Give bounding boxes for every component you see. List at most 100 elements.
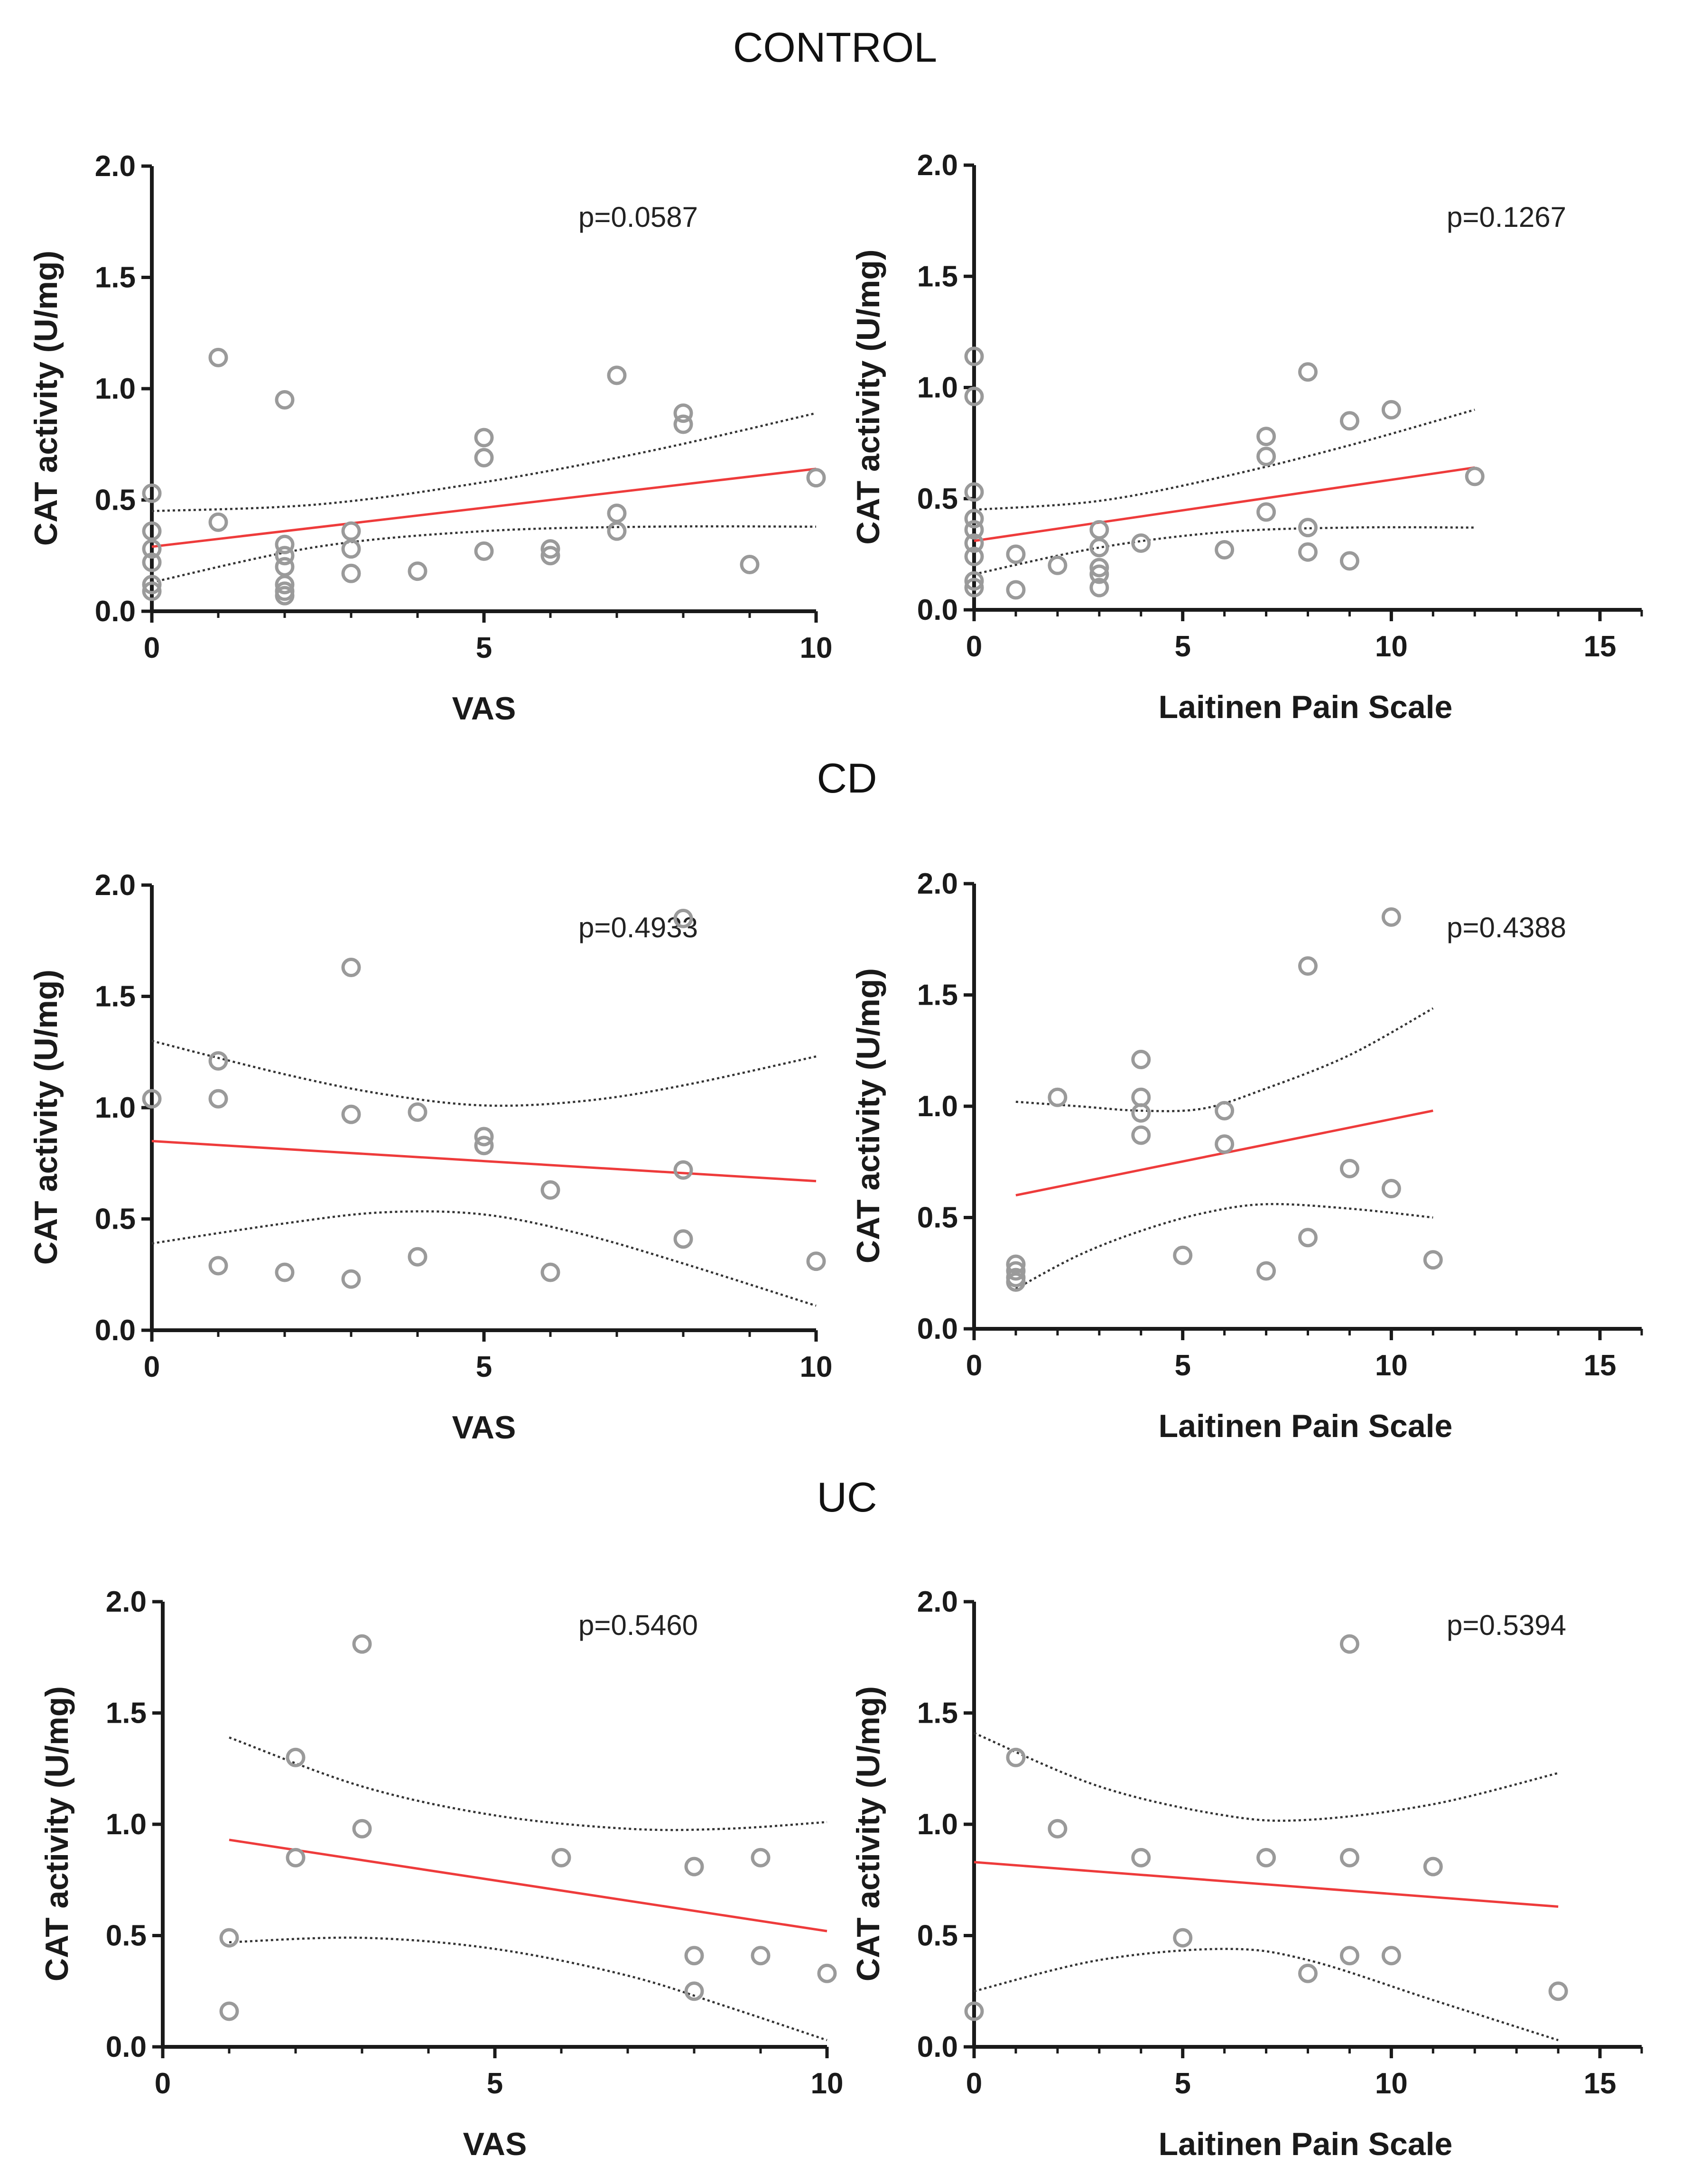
cd-vas-p-value: p=0.4933 — [578, 912, 698, 943]
uc-laitinen-data-point — [1256, 1848, 1276, 1867]
uc-vas-x-tick-label: 10 — [811, 2067, 844, 2100]
uc-laitinen-y-tick-label: 0.5 — [917, 1920, 958, 1952]
cd-laitinen-x-tick-label: 0 — [966, 1349, 982, 1382]
cd-vas-data-point — [474, 1136, 494, 1156]
cd-vas-x-tick-label: 10 — [800, 1351, 833, 1383]
control-vas-ci-lower — [151, 525, 817, 584]
control-vas-data-point — [474, 428, 494, 448]
cd-laitinen-data-point — [1215, 1134, 1235, 1154]
uc-laitinen-data-point — [1423, 1857, 1443, 1876]
control-vas-data-point — [142, 581, 162, 601]
cd-vas-data-point — [341, 958, 361, 978]
cd-vas-data-point — [341, 1269, 361, 1289]
control-vas-data-point — [208, 347, 228, 367]
control-vas-data-point — [607, 365, 627, 385]
uc-vas-data-point — [352, 1634, 372, 1654]
control-vas-data-point — [142, 539, 162, 559]
control-laitinen-data-point — [1006, 580, 1026, 600]
control-laitinen-data-point — [964, 482, 984, 502]
control-laitinen-y-tick-label: 0.5 — [917, 483, 958, 515]
cd-vas-data-point — [540, 1180, 560, 1200]
cd-vas-data-point — [142, 1089, 162, 1109]
control-vas-data-point — [208, 512, 228, 532]
cd-laitinen-data-point — [1215, 1101, 1235, 1120]
control-vas-data-point — [275, 546, 295, 566]
uc-laitinen-data-point — [1006, 1747, 1026, 1767]
uc-laitinen-data-point — [1298, 1963, 1318, 1983]
cd-vas-y-axis-title: CAT activity (U/mg) — [28, 970, 64, 1265]
control-laitinen-data-point — [1381, 400, 1401, 420]
uc-vas-y-axis-title: CAT activity (U/mg) — [39, 1686, 75, 1981]
cd-laitinen-data-point — [1131, 1050, 1151, 1070]
uc-laitinen-data-point — [1173, 1928, 1193, 1948]
control-vas-data-point — [275, 534, 295, 554]
cd-laitinen-y-tick-label: 2.0 — [917, 868, 958, 900]
control-laitinen-x-tick-label: 5 — [1174, 630, 1190, 663]
control-laitinen-y-tick-label: 0.0 — [917, 594, 958, 626]
cd-vas-data-point — [208, 1051, 228, 1071]
cd-laitinen-ci-upper — [1015, 1007, 1434, 1112]
uc-vas-data-point — [751, 1946, 771, 1966]
cd-laitinen-x-tick-label: 5 — [1174, 1349, 1190, 1382]
control-vas-data-point — [673, 403, 693, 423]
uc-laitinen-y-tick-label: 0.0 — [917, 2031, 958, 2063]
uc-vas-y-tick-label: 0.5 — [106, 1920, 147, 1952]
uc-vas-x-axis-title: VAS — [463, 2126, 527, 2162]
uc-laitinen-y-tick-label: 1.0 — [917, 1808, 958, 1841]
uc-vas-data-point — [817, 1963, 837, 1983]
uc-laitinen-data-point — [1131, 1848, 1151, 1867]
control-vas-ci-upper — [151, 412, 817, 513]
cd-vas-data-point — [474, 1127, 494, 1147]
cd-laitinen-x-tick-label: 10 — [1375, 1349, 1408, 1382]
uc-vas-y-tick-label: 2.0 — [106, 1586, 147, 1618]
control-laitinen-p-value: p=0.1267 — [1447, 201, 1566, 233]
cd-vas-y-tick-label: 0.5 — [95, 1203, 136, 1236]
control-laitinen-data-point — [964, 346, 984, 366]
uc-vas-ci-lower — [229, 1936, 827, 2042]
cd-laitinen-data-point — [1006, 1261, 1026, 1281]
cd-laitinen-data-point — [1298, 1228, 1318, 1248]
control-laitinen-y-axis-title: CAT activity (U/mg) — [850, 249, 886, 544]
control-laitinen-data-point — [1089, 558, 1109, 578]
control-vas-y-tick-label: 1.0 — [95, 373, 136, 405]
uc-vas-x-tick-label: 5 — [487, 2067, 503, 2100]
cd-vas-data-point — [408, 1102, 427, 1122]
uc-laitinen-x-axis-title: Laitinen Pain Scale — [1159, 2126, 1453, 2162]
control-laitinen-data-point — [964, 578, 984, 597]
uc-laitinen-data-point — [1548, 1981, 1568, 2001]
cd-laitinen-data-point — [1131, 1103, 1151, 1123]
uc-vas-x-tick-label: 0 — [155, 2067, 171, 2100]
uc-vas-regression-line — [229, 1839, 827, 1932]
control-laitinen-y-tick-label: 1.5 — [917, 260, 958, 293]
uc-vas-y-tick-label: 0.0 — [106, 2031, 147, 2063]
cd-vas-ci-upper — [151, 1040, 817, 1107]
uc-laitinen-ci-upper — [974, 1732, 1559, 1822]
control-laitinen-data-point — [1131, 533, 1151, 553]
control-vas-y-axis-title: CAT activity (U/mg) — [28, 251, 64, 546]
cd-vas-panel: 0.0 0.5 1.0 1.5 2.0 0 5 10 VAS CAT activity (U/mg… — [28, 869, 832, 1446]
control-laitinen-data-point — [964, 520, 984, 540]
uc-vas-data-point — [286, 1848, 306, 1867]
control-vas-data-point — [408, 561, 427, 581]
control-vas-data-point — [142, 552, 162, 572]
uc-laitinen-x-tick-label: 10 — [1375, 2067, 1408, 2100]
uc-laitinen-panel: 0.0 0.5 1.0 1.5 2.0 0 5 10 15 Laitinen Pain Scale… — [850, 1586, 1643, 2162]
control-vas-y-tick-label: 0.0 — [95, 595, 136, 628]
uc-vas-data-point — [286, 1747, 306, 1767]
uc-vas-p-value: p=0.5460 — [578, 1609, 698, 1641]
cd-laitinen-data-point — [1423, 1250, 1443, 1270]
cd-vas-regression-line — [151, 1139, 817, 1183]
cd-vas-ci-lower — [151, 1210, 817, 1307]
control-vas-y-tick-label: 0.5 — [95, 484, 136, 517]
control-laitinen-x-axis-title: Laitinen Pain Scale — [1159, 689, 1453, 725]
uc-vas-data-point — [551, 1848, 571, 1867]
cd-laitinen-data-point — [1131, 1087, 1151, 1107]
cd-laitinen-y-tick-label: 1.0 — [917, 1090, 958, 1123]
group-title-control: CONTROL — [733, 24, 937, 71]
control-laitinen-data-point — [1339, 551, 1359, 571]
control-vas-p-value: p=0.0587 — [578, 201, 698, 233]
cd-laitinen-y-tick-label: 0.5 — [917, 1202, 958, 1234]
uc-laitinen-data-point — [1339, 1848, 1359, 1867]
control-laitinen-data-point — [1298, 518, 1318, 538]
